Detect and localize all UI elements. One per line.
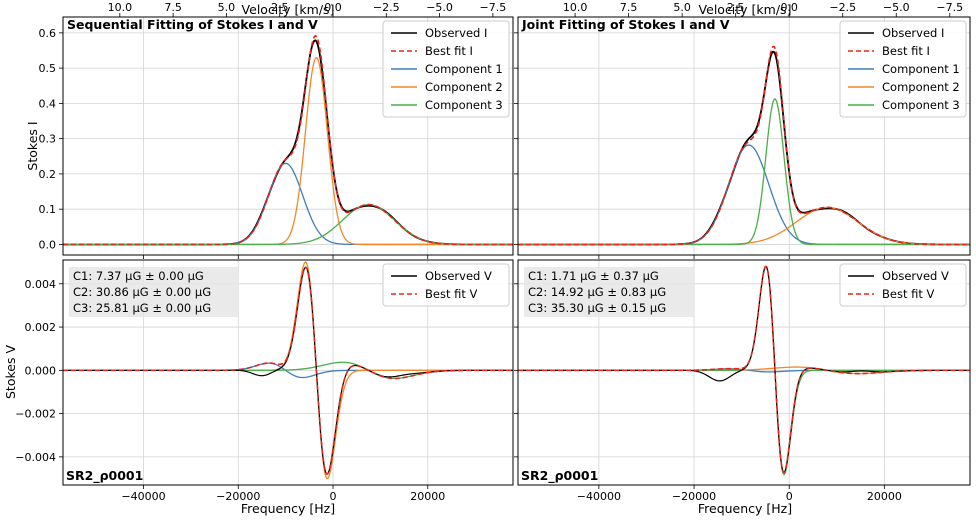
panel-1-stokes-i: 0.0 0.1 0.2 0.3 0.4 0.5 0.6 10.0 7.5 5.0 2.5 0.0 −2.… — [39, 1, 514, 259]
legend-label: Best fit V — [882, 287, 935, 301]
vel-tick-label: 2.5 — [271, 1, 289, 14]
panel-title: Joint Fitting of Stokes I and V — [521, 17, 730, 32]
annotation-box: C1: 7.37 μG ± 0.00 μG C2: 30.86 μG ± 0.00… — [69, 267, 239, 317]
panel-2-stokes-v: −40000 −20000 0 20000 Observed V Best fit V C1… — [514, 259, 971, 503]
annotation-line: C3: 25.81 μG ± 0.00 μG — [73, 301, 211, 315]
y-tick-label: 0.000 — [25, 364, 57, 377]
x-tick-label: −40000 — [577, 490, 621, 503]
vel-tick-label: 10.0 — [108, 1, 133, 14]
y-tick-label: 0.004 — [25, 278, 57, 291]
axes-frame — [517, 259, 971, 486]
annotation-line: C2: 14.92 μG ± 0.83 μG — [528, 285, 666, 299]
y-tick-label: 0.2 — [39, 168, 57, 181]
y-tick-label: 0.0 — [39, 238, 57, 251]
source-tag: SR2_ρ0001 — [66, 468, 143, 484]
bottom-xlabel-left: Frequency [Hz] — [241, 501, 335, 516]
series-best-fit-v — [63, 266, 513, 475]
vel-tick-label: −5.0 — [426, 1, 453, 14]
legend-label: Best fit V — [425, 287, 478, 301]
x-tick-label: 20000 — [867, 490, 902, 503]
legend: Observed I Best fit I Component 1 Component… — [839, 20, 967, 118]
legend-box — [382, 263, 510, 307]
annotation-line: C1: 7.37 μG ± 0.00 μG — [73, 269, 204, 283]
vel-tick-label: −7.5 — [480, 1, 507, 14]
legend-box — [839, 263, 967, 307]
legend-label: Component 1 — [882, 62, 960, 76]
series-best-fit-v — [518, 265, 970, 474]
annotation-line: C1: 1.71 μG ± 0.37 μG — [528, 269, 659, 283]
legend-box — [839, 20, 967, 118]
bottom-xlabel-right: Frequency [Hz] — [698, 501, 792, 516]
vel-tick-label: 5.0 — [673, 1, 691, 14]
vel-tick-label: 0.0 — [780, 1, 798, 14]
vel-tick-label: 10.0 — [563, 1, 588, 14]
legend: Observed V Best fit V — [382, 263, 510, 307]
legend-label: Best fit I — [425, 44, 473, 58]
panel-2-stokes-i: 10.0 7.5 5.0 2.5 0.0 −2.5 −5.0 −7.5 Observed I Be… — [514, 1, 971, 259]
vel-tick-label: 7.5 — [620, 1, 638, 14]
y-tick-label: 0.6 — [39, 27, 57, 40]
vel-tick-label: 0.0 — [324, 1, 342, 14]
axes-frame — [62, 16, 514, 256]
series-best-fit-i — [518, 45, 970, 246]
legend: Observed I Best fit I Component 1 Component… — [382, 20, 510, 118]
vel-tick-label: −2.5 — [829, 1, 856, 14]
y-tick-label: 0.5 — [39, 62, 57, 75]
vel-tick-label: −2.5 — [373, 1, 400, 14]
legend-label: Component 2 — [425, 80, 503, 94]
axes-frame — [62, 259, 514, 486]
x-tick-label: 20000 — [410, 490, 445, 503]
annotation-line: C3: 35.30 μG ± 0.15 μG — [528, 301, 666, 315]
y-tick-label: 0.3 — [39, 133, 57, 146]
x-tick-label: 0 — [786, 490, 793, 503]
legend-label: Observed V — [882, 269, 949, 283]
y-tick-label: −0.002 — [15, 408, 56, 421]
vel-tick-label: 2.5 — [727, 1, 745, 14]
legend: Observed V Best fit V — [839, 263, 967, 307]
ylabel-stokes-v: Stokes V — [3, 345, 18, 399]
x-tick-label: −40000 — [121, 490, 165, 503]
annotation-box: C1: 1.71 μG ± 0.37 μG C2: 14.92 μG ± 0.83… — [524, 267, 694, 317]
legend-label: Component 3 — [882, 98, 960, 112]
legend-label: Observed I — [882, 26, 944, 40]
x-tick-label: 0 — [330, 490, 337, 503]
annotation-line: C2: 30.86 μG ± 0.00 μG — [73, 285, 211, 299]
axes-frame — [517, 16, 971, 256]
top-xlabel-left: Velocity [km/s] — [242, 2, 335, 17]
y-tick-label: 0.4 — [39, 97, 57, 110]
y-tick-label: −0.004 — [15, 451, 56, 464]
vel-tick-label: 5.0 — [218, 1, 236, 14]
series-best-fit-i — [63, 34, 513, 246]
annotation-bg — [69, 267, 239, 317]
y-tick-label: 0.1 — [39, 203, 57, 216]
legend-label: Observed I — [425, 26, 487, 40]
ylabel-stokes-i: Stokes I — [25, 121, 40, 170]
top-xlabel-right: Velocity [km/s] — [699, 2, 792, 17]
x-tick-label: −20000 — [216, 490, 260, 503]
legend-box — [382, 20, 510, 118]
legend-label: Observed V — [425, 269, 492, 283]
legend-label: Component 2 — [882, 80, 960, 94]
legend-label: Component 1 — [425, 62, 503, 76]
vel-tick-label: −7.5 — [936, 1, 963, 14]
legend-label: Best fit I — [882, 44, 930, 58]
panel-1-stokes-v: −40000 −20000 0 20000 −0.004 −0.002 0.000 0.002… — [15, 259, 514, 503]
vel-tick-label: −5.0 — [883, 1, 910, 14]
legend-label: Component 3 — [425, 98, 503, 112]
vel-tick-label: 7.5 — [164, 1, 182, 14]
x-tick-label: −20000 — [672, 490, 716, 503]
y-tick-label: 0.002 — [25, 321, 57, 334]
panel-title: Sequential Fitting of Stokes I and V — [67, 17, 318, 32]
source-tag: SR2_ρ0001 — [521, 468, 598, 484]
annotation-bg — [524, 267, 694, 317]
